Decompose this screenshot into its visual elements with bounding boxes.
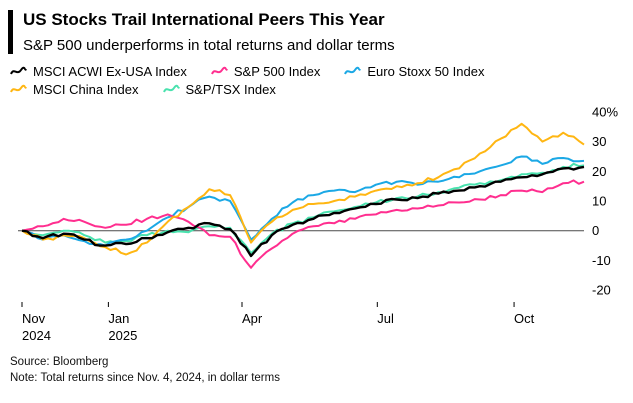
- legend-row: MSCI China Index S&P/TSX Index: [10, 82, 625, 97]
- legend-item-label: MSCI China Index: [33, 81, 139, 97]
- y-axis-tick-label: 20: [592, 164, 606, 179]
- source-text: Source: Bloomberg: [10, 355, 109, 368]
- note-text: Note: Total returns since Nov. 4, 2024, …: [10, 372, 280, 385]
- legend-item-msci-china-index: MSCI China Index: [10, 82, 139, 97]
- x-axis-tick-label: Jul: [377, 311, 394, 326]
- chart-subtitle: S&P 500 underperforms in total returns a…: [23, 36, 395, 54]
- chart-title: US Stocks Trail International Peers This…: [23, 10, 385, 29]
- series-marker-icon: [10, 66, 27, 75]
- x-axis-tick-label: Nov: [22, 311, 46, 326]
- series-marker-icon: [210, 66, 228, 75]
- x-axis-tick-label: Apr: [242, 311, 263, 326]
- legend-item-label: S&P/TSX Index: [185, 81, 276, 97]
- legend-item-label: Euro Stoxx 50 Index: [367, 63, 485, 79]
- legend-item-s-p-500-index: S&P 500 Index: [210, 63, 321, 79]
- line-chart: 40% 30 20 10 0 -10 -20 Nov 2024 Jan 2025 Apr Jul Oct: [18, 104, 618, 343]
- x-axis-tick-label: Jan: [108, 311, 129, 326]
- series-line-msci-china-index: [21, 122, 585, 256]
- y-axis-tick-label: 0: [592, 223, 599, 238]
- x-axis-tick-label: Oct: [514, 311, 535, 326]
- x-axis-tick-year-label: 2025: [108, 328, 137, 343]
- series-marker-icon: [10, 84, 27, 93]
- y-axis-tick-label: 10: [592, 193, 606, 208]
- legend-item-s-p-tsx-index: S&P/TSX Index: [162, 81, 276, 97]
- y-axis-tick-label: 30: [592, 134, 606, 149]
- header: US Stocks Trail International Peers This…: [8, 10, 625, 54]
- series-line-msci-acwi-ex-usa-index: [21, 165, 585, 257]
- legend-item-euro-stoxx-50-index: Euro Stoxx 50 Index: [344, 64, 484, 79]
- series-line-s-p-500-index: [21, 179, 585, 269]
- y-axis-tick-label: -20: [592, 282, 611, 297]
- y-axis-tick-label: -10: [592, 253, 611, 268]
- legend-row: MSCI ACWI Ex-USA Index S&P 500 Index Euro …: [10, 64, 625, 79]
- footer: Source: Bloomberg Note: Total returns si…: [10, 354, 625, 387]
- series-marker-icon: [162, 84, 180, 93]
- series-marker-icon: [344, 66, 362, 75]
- y-axis-tick-label: 40%: [592, 104, 618, 119]
- x-axis-tick-year-label: 2024: [22, 328, 51, 343]
- series-line-s-p-tsx-index: [21, 162, 585, 254]
- series-line-euro-stoxx-50-index: [21, 155, 585, 247]
- legend-item-msci-acwi-ex-usa-index: MSCI ACWI Ex-USA Index: [10, 64, 187, 79]
- legend-item-label: MSCI ACWI Ex-USA Index: [33, 63, 187, 79]
- legend-item-label: S&P 500 Index: [233, 63, 321, 79]
- chart-area: 40% 30 20 10 0 -10 -20 Nov 2024 Jan 2025 Apr Jul Oct: [8, 100, 625, 348]
- legend: MSCI ACWI Ex-USA Index S&P 500 Index Euro …: [10, 64, 625, 97]
